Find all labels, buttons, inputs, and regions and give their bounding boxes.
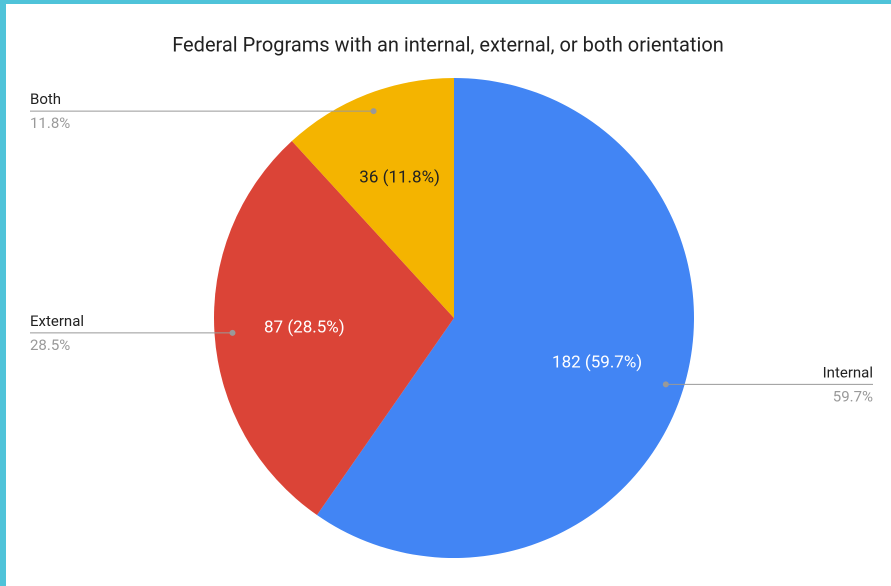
slice-label: 36 (11.8%) — [359, 168, 440, 188]
pie-slice — [316, 78, 694, 558]
legend-label: Both — [30, 90, 61, 108]
slice-label: 87 (28.5%) — [264, 318, 345, 338]
legend-label: External — [30, 312, 84, 330]
pie-slice — [214, 141, 454, 516]
slice-label: 182 (59.7%) — [552, 352, 642, 372]
frame-left — [0, 0, 6, 586]
frame-top — [0, 0, 891, 4]
legend-label: Internal — [823, 363, 873, 381]
pie-slice — [291, 78, 454, 318]
legend-percent: 59.7% — [833, 387, 873, 405]
leader-dot — [662, 381, 669, 388]
leader-dot — [229, 329, 236, 336]
leader-dot — [370, 108, 377, 115]
legend-percent: 11.8% — [30, 114, 70, 132]
legend-percent: 28.5% — [30, 336, 70, 354]
chart-title: Federal Programs with an internal, exter… — [172, 32, 724, 56]
